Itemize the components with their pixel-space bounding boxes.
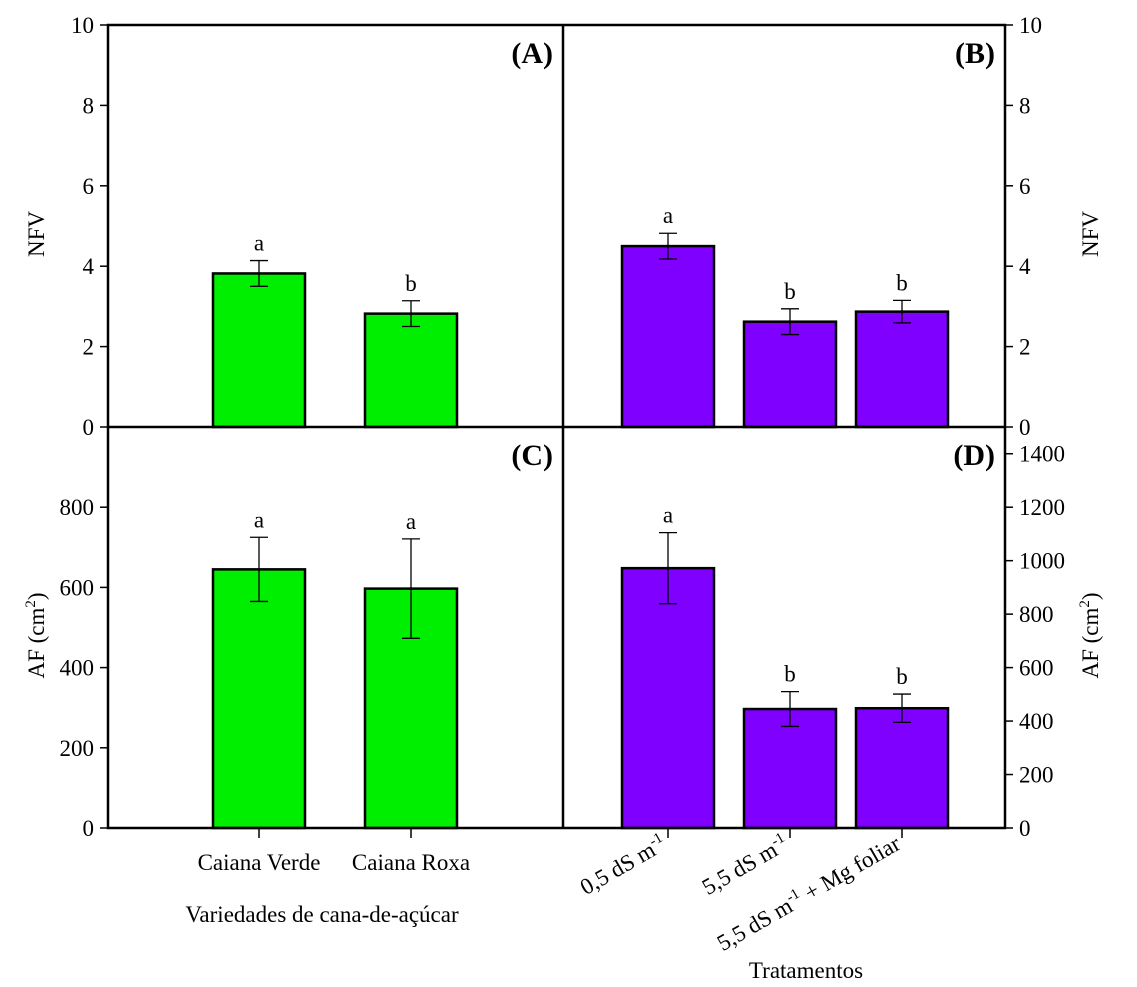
- y-tick-label: 1400: [1019, 442, 1065, 467]
- y-tick-label: 0: [83, 816, 95, 841]
- y-tick-label: 600: [60, 575, 95, 600]
- bar: [211, 272, 307, 429]
- bar: [620, 566, 716, 830]
- panel-label: (A): [511, 37, 553, 70]
- y-axis-title-sup: 2: [23, 600, 39, 608]
- y-tick-label: 0: [1019, 816, 1031, 841]
- panel-label: (C): [511, 439, 553, 472]
- y-tick-label: 600: [1019, 656, 1054, 681]
- significance-letter: b: [405, 271, 417, 296]
- panel-label: (D): [953, 439, 995, 472]
- bar: [620, 244, 716, 429]
- treatment-label-rest: + Mg foliar: [795, 831, 905, 909]
- y-axis-title: AF (cm2): [1077, 592, 1103, 678]
- y-axis-title-main: AF (cm: [1078, 608, 1103, 679]
- y-axis-title-end: ): [1078, 592, 1103, 600]
- y-axis-title-sup: 2: [1077, 600, 1093, 608]
- treatment-label-main: 0,5 dS m: [576, 837, 660, 900]
- panel-c: a a 0 200 400 600 800 AF (cm2) (C): [23, 439, 553, 841]
- x-axis-title-right: Tratamentos: [749, 958, 863, 983]
- y-tick-label: 1200: [1019, 495, 1065, 520]
- x-axis-title-left: Variedades de cana-de-açúcar: [185, 902, 459, 927]
- panel-label: (B): [955, 37, 995, 70]
- y-tick-label: 10: [1019, 13, 1042, 38]
- y-tick-label: 4: [1019, 254, 1031, 279]
- x-category-label-rotated: 5,5 dS m-1: [697, 830, 792, 900]
- x-category-label: Caiana Roxa: [352, 850, 470, 875]
- bar: [854, 706, 950, 830]
- y-axis-title: AF (cm2): [23, 592, 49, 678]
- x-category-label-rotated: 5,5 dS m-1 + Mg foliar: [712, 830, 904, 956]
- y-tick-label: 0: [83, 415, 95, 440]
- panel-b: a b b 0 2 4 6 8 10 NFV (B): [620, 13, 1103, 440]
- y-tick-label: 800: [60, 495, 95, 520]
- y-tick-label: 8: [83, 93, 95, 118]
- treatment-label-main: 5,5 dS m: [713, 893, 797, 956]
- y-tick-label: 400: [60, 656, 95, 681]
- panel-d: a b b 0 200 400 600 800 1000 1200 1400 AF (cm2) (D): [620, 439, 1103, 841]
- y-tick-label: 8: [1019, 93, 1031, 118]
- significance-letter: a: [254, 231, 264, 256]
- y-tick-label: 2: [83, 335, 95, 360]
- bar: [363, 312, 459, 429]
- bar: [854, 310, 950, 429]
- y-axis-title-main: NFV: [24, 211, 49, 257]
- y-axis-title: NFV: [1078, 211, 1103, 257]
- significance-letter: a: [406, 509, 416, 534]
- y-tick-label: 400: [1019, 709, 1054, 734]
- bar: [742, 320, 838, 429]
- bar: [742, 707, 838, 830]
- panel-a: a b 0 2 4 6 8 10 NFV (A): [24, 13, 553, 440]
- significance-letter: b: [784, 279, 796, 304]
- y-tick-label: 2: [1019, 335, 1031, 360]
- y-axis-title: NFV: [24, 211, 49, 257]
- y-tick-label: 6: [1019, 174, 1031, 199]
- bar: [211, 568, 307, 830]
- y-axis-title-end: ): [24, 592, 49, 600]
- y-axis-title-main: NFV: [1078, 211, 1103, 257]
- y-tick-label: 4: [83, 254, 95, 279]
- significance-letter: b: [784, 662, 796, 687]
- significance-letter: a: [254, 507, 264, 532]
- y-tick-label: 200: [60, 736, 95, 761]
- x-category-label: Caiana Verde: [198, 850, 321, 875]
- y-axis-title-main: AF (cm: [24, 608, 49, 679]
- treatment-label-main: 5,5 dS m: [698, 837, 782, 900]
- x-category-label-rotated: 0,5 dS m-1: [575, 830, 670, 900]
- y-tick-label: 10: [71, 13, 94, 38]
- significance-letter: b: [896, 270, 908, 295]
- significance-letter: b: [896, 664, 908, 689]
- y-tick-label: 0: [1019, 415, 1031, 440]
- significance-letter: a: [663, 203, 673, 228]
- y-tick-label: 1000: [1019, 549, 1065, 574]
- y-tick-label: 200: [1019, 763, 1054, 788]
- significance-letter: a: [663, 503, 673, 528]
- y-tick-label: 800: [1019, 602, 1054, 627]
- y-tick-label: 6: [83, 174, 95, 199]
